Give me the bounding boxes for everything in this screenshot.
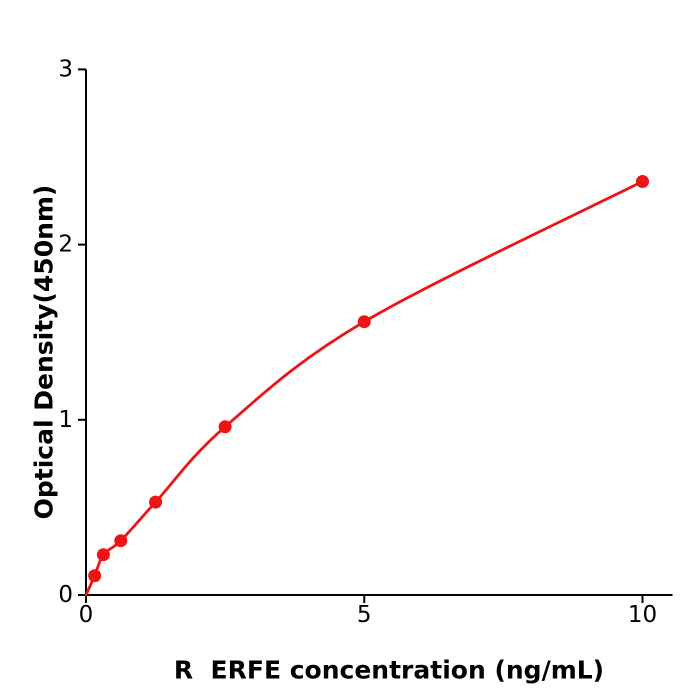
x-tick-label: 0 [79, 602, 94, 628]
y-tick-label: 1 [58, 407, 73, 433]
y-tick-label: 3 [58, 56, 73, 82]
y-tick-label: 2 [58, 232, 73, 258]
data-point-marker [88, 569, 102, 583]
x-tick-label: 5 [357, 602, 372, 628]
y-tick-label: 0 [58, 582, 73, 608]
y-axis-title: Optical Density(450nm) [29, 184, 59, 520]
x-tick-label: 10 [628, 602, 657, 628]
x-axis-title: R ERFE concentration (ng/mL) [173, 655, 605, 685]
data-point-marker [636, 175, 649, 189]
data-point-marker [357, 315, 371, 329]
data-point-marker [218, 420, 232, 434]
data-point-marker [149, 495, 163, 509]
standard-curve-line [84, 180, 644, 597]
data-point-marker [114, 534, 128, 548]
data-point-marker [96, 548, 110, 562]
